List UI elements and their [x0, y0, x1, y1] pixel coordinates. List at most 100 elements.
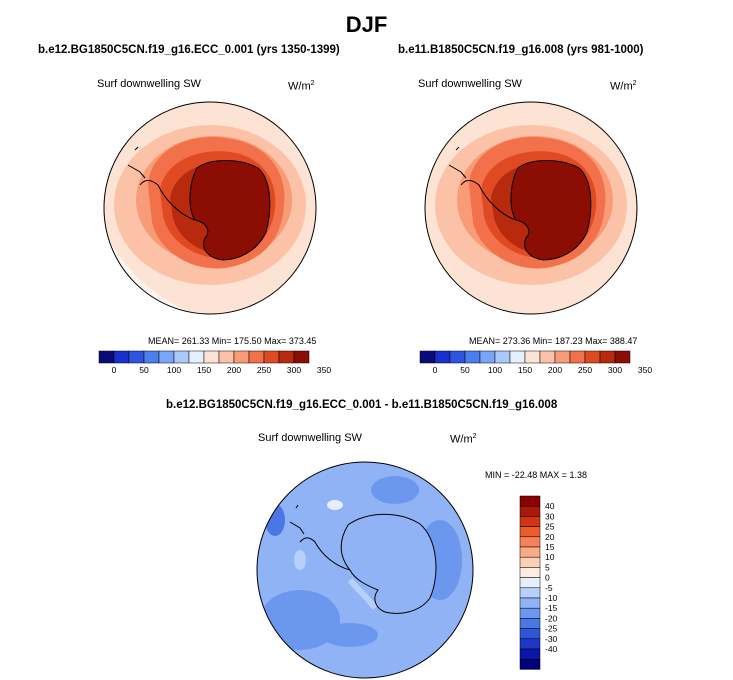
panel3-colorbar-tick-label: 15 — [545, 542, 555, 552]
panel3-coastline — [299, 513, 437, 614]
panel3-colorbar-swatch — [519, 658, 541, 670]
panel2-colorbar-swatch — [524, 350, 541, 364]
panel1-antarctic-plateau — [189, 160, 270, 260]
panel1-colorbar-swatch — [173, 350, 190, 364]
panel3-map — [257, 462, 473, 678]
panel3-stats: MIN = -22.48 MAX = 1.38 — [485, 470, 588, 480]
panel2-colorbar-tick-label: 250 — [578, 365, 592, 375]
panel3-colorbar-swatch — [519, 526, 541, 538]
panel2-colorbar-swatch — [419, 350, 436, 364]
panel2-south-america-tip — [448, 146, 467, 179]
panel3-colorbar-tick-label: 20 — [545, 532, 555, 542]
panel3-colorbar-tick-label: 40 — [545, 501, 555, 511]
figure-season-title: DJF — [345, 12, 388, 37]
panel1-colorbar-tick-label: 150 — [197, 365, 211, 375]
panel1-variable: Surf downwelling SW — [97, 78, 201, 90]
panel2-colorbar-tick-label: 0 — [433, 365, 438, 375]
panel3-colorbar-tick-label: 25 — [545, 522, 555, 532]
panel2-colorbar-swatch — [494, 350, 511, 364]
panel3-patch-e — [265, 504, 285, 536]
panel1-colorbar-swatch — [98, 350, 115, 364]
panel3-colorbar-swatch — [519, 495, 541, 507]
panel1-map — [104, 102, 316, 314]
panel2-colorbar-swatch — [434, 350, 451, 364]
panel2-colorbar-tick-label: 50 — [460, 365, 470, 375]
panel3-map-border — [256, 461, 474, 679]
panel3-colorbar-swatch — [519, 567, 541, 578]
panel2-colorbar: 0 50 100 150 200 250 300 350 — [419, 350, 652, 375]
panel3-colorbar-swatch — [519, 587, 541, 599]
panel2-colorbar-swatch — [584, 350, 601, 364]
panel2-colorbar-swatch — [449, 350, 466, 364]
panel3-colorbar-swatch — [519, 607, 541, 619]
panel3-colorbar-swatch — [519, 628, 541, 640]
panel3-ice-shelf — [347, 578, 378, 610]
panel2-colorbar-swatch — [509, 350, 526, 364]
panel1-colorbar-swatch — [113, 350, 130, 364]
panel2-antarctic-plateau — [510, 160, 591, 260]
panel1-colorbar-swatch — [158, 350, 175, 364]
panel1-colorbar-swatch — [278, 350, 295, 364]
panel1-colorbar-tick-label: 350 — [317, 365, 331, 375]
panel1-colorbar-swatch — [293, 350, 310, 364]
panel1-colorbar-swatch — [188, 350, 205, 364]
panel1-stats: MEAN= 261.33 Min= 175.50 Max= 373.45 — [148, 336, 317, 346]
panel1-colorbar-tick-label: 0 — [112, 365, 117, 375]
panel3-units: W/m2 — [450, 433, 477, 446]
panel1-units: W/m2 — [288, 80, 315, 93]
panel3-variable: Surf downwelling SW — [258, 432, 362, 444]
panel3-colorbar-swatch — [519, 618, 541, 629]
panel3-colorbar-swatch — [519, 597, 541, 609]
panel3-patch-c — [322, 623, 378, 647]
panel3-colorbar-tick-label: -20 — [545, 613, 558, 623]
panel2-colorbar-swatch — [464, 350, 481, 364]
panel2-colorbar-tick-label: 300 — [608, 365, 622, 375]
panel2-map-border — [424, 101, 638, 315]
panel1-colorbar-swatch — [128, 350, 145, 364]
panel2-colorbar-swatch — [479, 350, 496, 364]
panel2-coastline — [460, 160, 592, 261]
panel3-colorbar-swatch — [519, 648, 541, 660]
panel1-colorbar-swatch — [203, 350, 220, 364]
panel2-colorbar-tick-label: 150 — [518, 365, 532, 375]
panel1-map-border — [103, 101, 317, 315]
panel3-colorbar-tick-label: -15 — [545, 603, 558, 613]
panel2-colorbar-tick-label: 200 — [548, 365, 562, 375]
panel3-colorbar-tick-label: -5 — [545, 583, 553, 593]
panel3-patch-a — [260, 590, 340, 650]
panel3-colorbar-swatch — [519, 505, 541, 517]
panel2-units: W/m2 — [610, 80, 637, 93]
panel2-colorbar-swatch — [569, 350, 586, 364]
panel1-colorbar-swatch — [233, 350, 250, 364]
panel2-colorbar-swatch — [554, 350, 571, 364]
panel3-patch-f — [327, 500, 343, 510]
panel2-colorbar-swatch — [539, 350, 556, 364]
panel3-south-america-tip — [289, 504, 305, 535]
panel1-colorbar-tick-label: 250 — [257, 365, 271, 375]
panel1-colorbar-swatch — [218, 350, 235, 364]
panel3-colorbar-swatch — [519, 516, 541, 527]
panel2-colorbar-tick-label: 350 — [638, 365, 652, 375]
panel1-coastline — [139, 160, 271, 261]
panel2-title: b.e11.B1850C5CN.f19_g16.008 (yrs 981-100… — [398, 44, 644, 56]
panel1-colorbar-tick-label: 200 — [227, 365, 241, 375]
panel2-map — [425, 102, 637, 314]
panel2-colorbar-swatch — [599, 350, 616, 364]
panel2-variable: Surf downwelling SW — [418, 78, 522, 90]
panel3-title: b.e12.BG1850C5CN.f19_g16.ECC_0.001 - b.e… — [166, 399, 558, 411]
panel3-colorbar-swatch — [519, 556, 541, 568]
panel3-colorbar-tick-label: 5 — [545, 562, 550, 572]
panel3-colorbar-tick-label: 0 — [545, 573, 550, 583]
panel1-colorbar-swatch — [263, 350, 280, 364]
panel2-colorbar-tick-label: 100 — [488, 365, 502, 375]
panel1-colorbar-tick-label: 100 — [167, 365, 181, 375]
panel3-colorbar-tick-label: 30 — [545, 511, 555, 521]
panel3-antarctica-fill — [341, 514, 436, 614]
panel1-title: b.e12.BG1850C5CN.f19_g16.ECC_0.001 (yrs … — [38, 44, 340, 56]
panel3-colorbar-swatch — [519, 546, 541, 558]
panel1-colorbar: 0 50 100 150 200 250 300 350 — [98, 350, 331, 375]
panel3-colorbar-tick-label: -10 — [545, 593, 558, 603]
panel3-colorbar-tick-label: -25 — [545, 624, 558, 634]
